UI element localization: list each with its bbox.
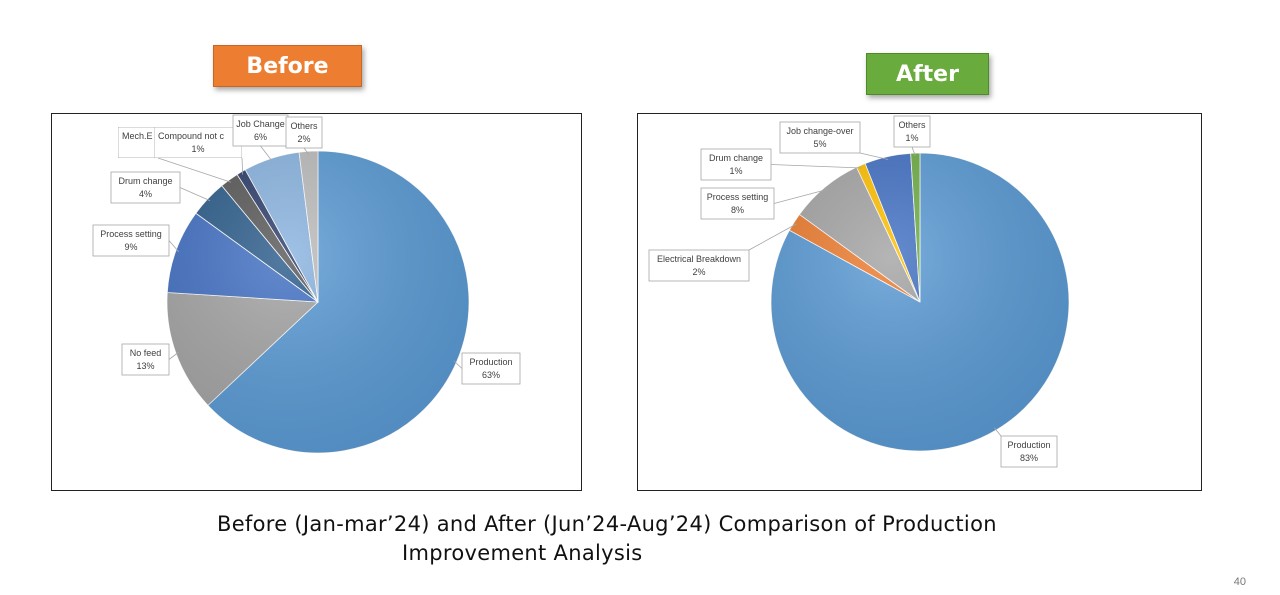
label-name: No feed (130, 348, 162, 358)
leader-line-drum-change (770, 164, 863, 169)
label-percent: 9% (124, 242, 137, 252)
label-name: Mech.E (122, 131, 153, 141)
data-label-job-change-over: Job change-over 5% (779, 121, 861, 154)
label-name: Job Change (236, 119, 285, 129)
page-number: 40 (1233, 576, 1246, 588)
label-name: Process setting (100, 229, 162, 239)
label-percent: 1% (191, 144, 204, 154)
after-badge: After (866, 53, 989, 95)
label-name: Others (898, 120, 926, 130)
after-pie-chart: Production 83% Electrical Breakdown 2% Proce… (637, 113, 1202, 491)
label-percent: 13% (136, 361, 154, 371)
label-percent: 4% (139, 189, 152, 199)
label-name: Others (290, 121, 318, 131)
label-percent: 2% (297, 134, 310, 144)
label-name: Compound not c (158, 131, 225, 141)
leader-line-process-setting (168, 240, 180, 253)
data-label-compound-not-c: Compound not c 1% (154, 127, 242, 158)
label-percent: 5% (813, 139, 826, 149)
pie-shading (167, 151, 469, 453)
before-badge: Before (213, 45, 362, 87)
label-name: Job change-over (786, 126, 853, 136)
slide-caption-line1: Before (Jan-mar’24) and After (Jun’24-Au… (217, 512, 997, 536)
label-name: Production (1007, 440, 1050, 450)
label-name: Electrical Breakdown (657, 254, 741, 264)
data-label-production: Production 63% (461, 352, 521, 385)
label-percent: 63% (482, 370, 500, 380)
leader-line-job-change (260, 145, 273, 162)
data-label-process-setting: Process setting 9% (92, 224, 170, 257)
before-pie-chart: Production 63% No feed 13% Process setting 9%… (51, 113, 582, 491)
data-label-production: Production 83% (1000, 435, 1058, 468)
label-percent: 6% (254, 132, 267, 142)
label-percent: 2% (692, 267, 705, 277)
leader-line-job-change-over (859, 152, 889, 160)
label-percent: 1% (905, 133, 918, 143)
label-percent: 1% (729, 166, 742, 176)
leader-line-electrical-breakdown (748, 223, 797, 251)
pie-shading (771, 153, 1069, 451)
data-label-job-change: Job Change 6% (232, 114, 289, 147)
label-percent: 83% (1020, 453, 1038, 463)
leader-line-others (911, 146, 916, 157)
leader-line-others (303, 147, 310, 155)
data-label-no-feed: No feed 13% (121, 343, 170, 376)
before-pie-svg: Production 63% No feed 13% Process setting 9%… (92, 114, 521, 454)
data-label-others: Others 2% (285, 116, 323, 149)
label-name: Process setting (707, 192, 769, 202)
slide-caption-line2: Improvement Analysis (402, 541, 643, 565)
data-label-mech-e: Mech.E (118, 127, 158, 158)
data-label-drum-change: Drum change 1% (700, 148, 772, 181)
data-label-electrical-breakdown: Electrical Breakdown 2% (648, 249, 750, 282)
data-label-others: Others 1% (893, 115, 931, 148)
leader-line-compound-not-c (241, 157, 244, 175)
label-percent: 8% (731, 205, 744, 215)
after-pie-svg: Production 83% Electrical Breakdown 2% Proce… (648, 115, 1070, 468)
leader-line-drum-change (179, 187, 211, 202)
label-name: Drum change (709, 153, 763, 163)
data-label-drum-change: Drum change 4% (110, 171, 181, 204)
label-name: Drum change (118, 176, 172, 186)
leader-line-no-feed (168, 351, 180, 360)
label-name: Production (469, 357, 512, 367)
data-label-process-setting: Process setting 8% (700, 187, 775, 220)
leader-line-mech-e (157, 157, 232, 183)
leader-line-process-setting (773, 189, 828, 204)
leader-line-production (994, 427, 1002, 437)
leader-line-production (453, 360, 463, 369)
